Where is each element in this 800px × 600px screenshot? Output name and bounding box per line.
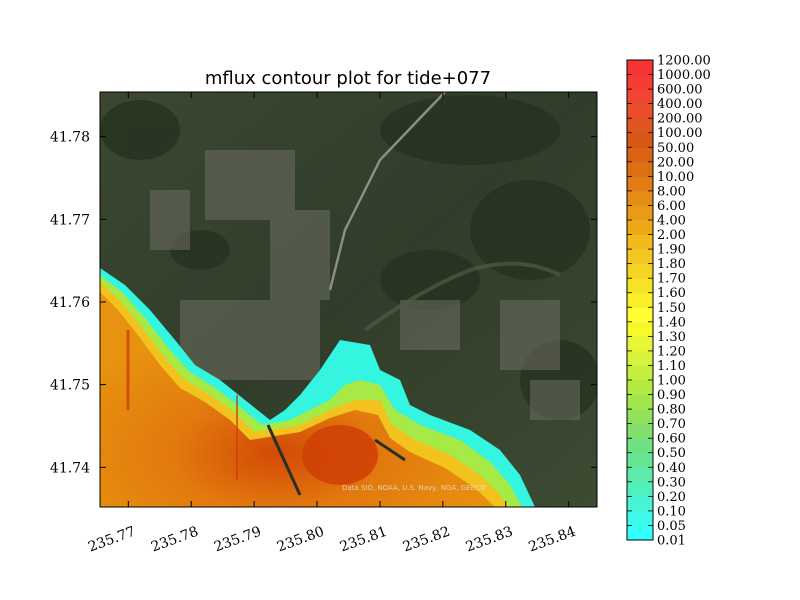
colorbar-swatch <box>627 409 653 425</box>
plot-area: Data SIO, NOAA, U.S. Navy, NGA, GEBCO <box>100 92 597 507</box>
colorbar-label: 4.00 <box>657 214 686 229</box>
y-tick-label: 41.75 <box>50 378 90 394</box>
colorbar-label: 1.30 <box>657 330 686 345</box>
colorbar-label: 1.50 <box>657 301 686 316</box>
colorbar-swatch <box>627 292 653 308</box>
colorbar-swatch <box>627 74 653 90</box>
x-tick-label: 235.81 <box>338 524 390 556</box>
colorbar-label: 1.20 <box>657 344 686 359</box>
colorbar-swatch <box>627 394 653 410</box>
river-line <box>363 261 561 332</box>
colorbar-label: 8.00 <box>657 184 686 199</box>
colorbar-label: 1.90 <box>657 243 686 258</box>
urban-texture <box>150 150 580 420</box>
chart-title: mflux contour plot for tide+077 <box>205 68 491 89</box>
colorbar-swatch <box>627 118 653 134</box>
colorbar-swatch <box>627 263 653 279</box>
colorbar-swatch <box>627 89 653 105</box>
colorbar-label: 10.00 <box>657 170 694 185</box>
colorbar-label: 1.70 <box>657 272 686 287</box>
colorbar-swatch <box>627 249 653 265</box>
colorbar-swatch <box>627 336 653 352</box>
colorbar-label: 0.80 <box>657 403 686 418</box>
colorbar-label: 1.00 <box>657 374 686 389</box>
colorbar-swatch <box>627 147 653 163</box>
colorbar-swatch <box>627 452 653 468</box>
y-tick-label: 41.77 <box>50 212 90 228</box>
colorbar-label: 6.00 <box>657 199 686 214</box>
colorbar-label: 1000.00 <box>657 68 711 83</box>
colorbar: 0.010.050.100.200.300.400.500.600.700.80… <box>626 54 711 549</box>
x-tick-label: 235.79 <box>212 524 264 556</box>
y-tick-label: 41.76 <box>50 295 90 311</box>
colorbar-swatch <box>627 132 653 148</box>
x-tick-label: 235.82 <box>401 524 453 556</box>
colorbar-swatch <box>627 176 653 192</box>
x-tick-label: 235.80 <box>275 524 327 556</box>
colorbar-label: 0.70 <box>657 417 686 432</box>
colorbar-label: 0.90 <box>657 388 686 403</box>
y-axis-ticks: 41.74 41.75 41.76 41.77 41.78 <box>50 130 597 476</box>
colorbar-label: 1.80 <box>657 257 686 272</box>
colorbar-swatch <box>627 423 653 439</box>
colorbar-frame <box>626 59 654 541</box>
colorbar-label: 1.60 <box>657 286 686 301</box>
map-attribution: Data SIO, NOAA, U.S. Navy, NGA, GEBCO <box>342 484 486 492</box>
colorbar-swatch <box>627 438 653 454</box>
colorbar-swatch <box>627 380 653 395</box>
colorbar-swatch <box>627 234 653 250</box>
colorbar-swatch <box>627 161 653 177</box>
colorbar-label: 0.60 <box>657 432 686 447</box>
colorbar-label: 0.30 <box>657 475 686 490</box>
colorbar-label: 0.40 <box>657 461 686 476</box>
colorbar-swatch <box>627 496 653 512</box>
plot-frame <box>99 91 598 508</box>
colorbar-label: 0.20 <box>657 490 686 505</box>
colorbar-label: 1200.00 <box>657 54 711 69</box>
x-tick-label: 235.84 <box>527 524 579 556</box>
colorbar-label: 600.00 <box>657 83 703 98</box>
colorbar-label: 0.01 <box>657 534 686 549</box>
y-tick-label: 41.78 <box>50 130 90 146</box>
colorbar-swatch <box>627 103 653 119</box>
colorbar-label: 1.40 <box>657 315 686 330</box>
colorbar-label: 1.10 <box>657 359 686 374</box>
colorbar-swatch <box>627 525 653 541</box>
colorbar-swatch <box>627 510 653 526</box>
colorbar-swatch <box>627 321 653 337</box>
highway-line <box>328 92 446 291</box>
mflux-peak-core <box>302 425 378 485</box>
colorbar-swatch <box>627 190 653 206</box>
harbor-jetty-west <box>266 424 302 496</box>
x-tick-label: 235.83 <box>464 524 516 556</box>
x-tick-label: 235.77 <box>86 524 138 556</box>
colorbar-label: 0.10 <box>657 504 686 519</box>
colorbar-swatch <box>627 220 653 235</box>
colorbar-label: 50.00 <box>657 141 694 156</box>
colorbar-swatch <box>627 365 653 381</box>
colorbar-label: 0.05 <box>657 519 686 534</box>
y-tick-label: 41.74 <box>50 460 90 476</box>
colorbar-label: 400.00 <box>657 97 703 112</box>
colorbar-label: 2.00 <box>657 228 686 243</box>
colorbar-swatch <box>627 60 653 75</box>
colorbar-swatch <box>627 350 653 366</box>
colorbar-label: 100.00 <box>657 126 703 141</box>
colorbar-label: 20.00 <box>657 155 694 170</box>
colorbar-swatch <box>627 467 653 483</box>
colorbar-swatch <box>627 205 653 221</box>
x-tick-label: 235.78 <box>149 524 201 556</box>
colorbar-swatch <box>627 278 653 294</box>
colorbar-label: 200.00 <box>657 112 703 127</box>
colorbar-label: 0.50 <box>657 446 686 461</box>
colorbar-swatch <box>627 481 653 497</box>
harbor-jetty-east <box>374 438 406 462</box>
colorbar-swatch <box>627 307 653 323</box>
